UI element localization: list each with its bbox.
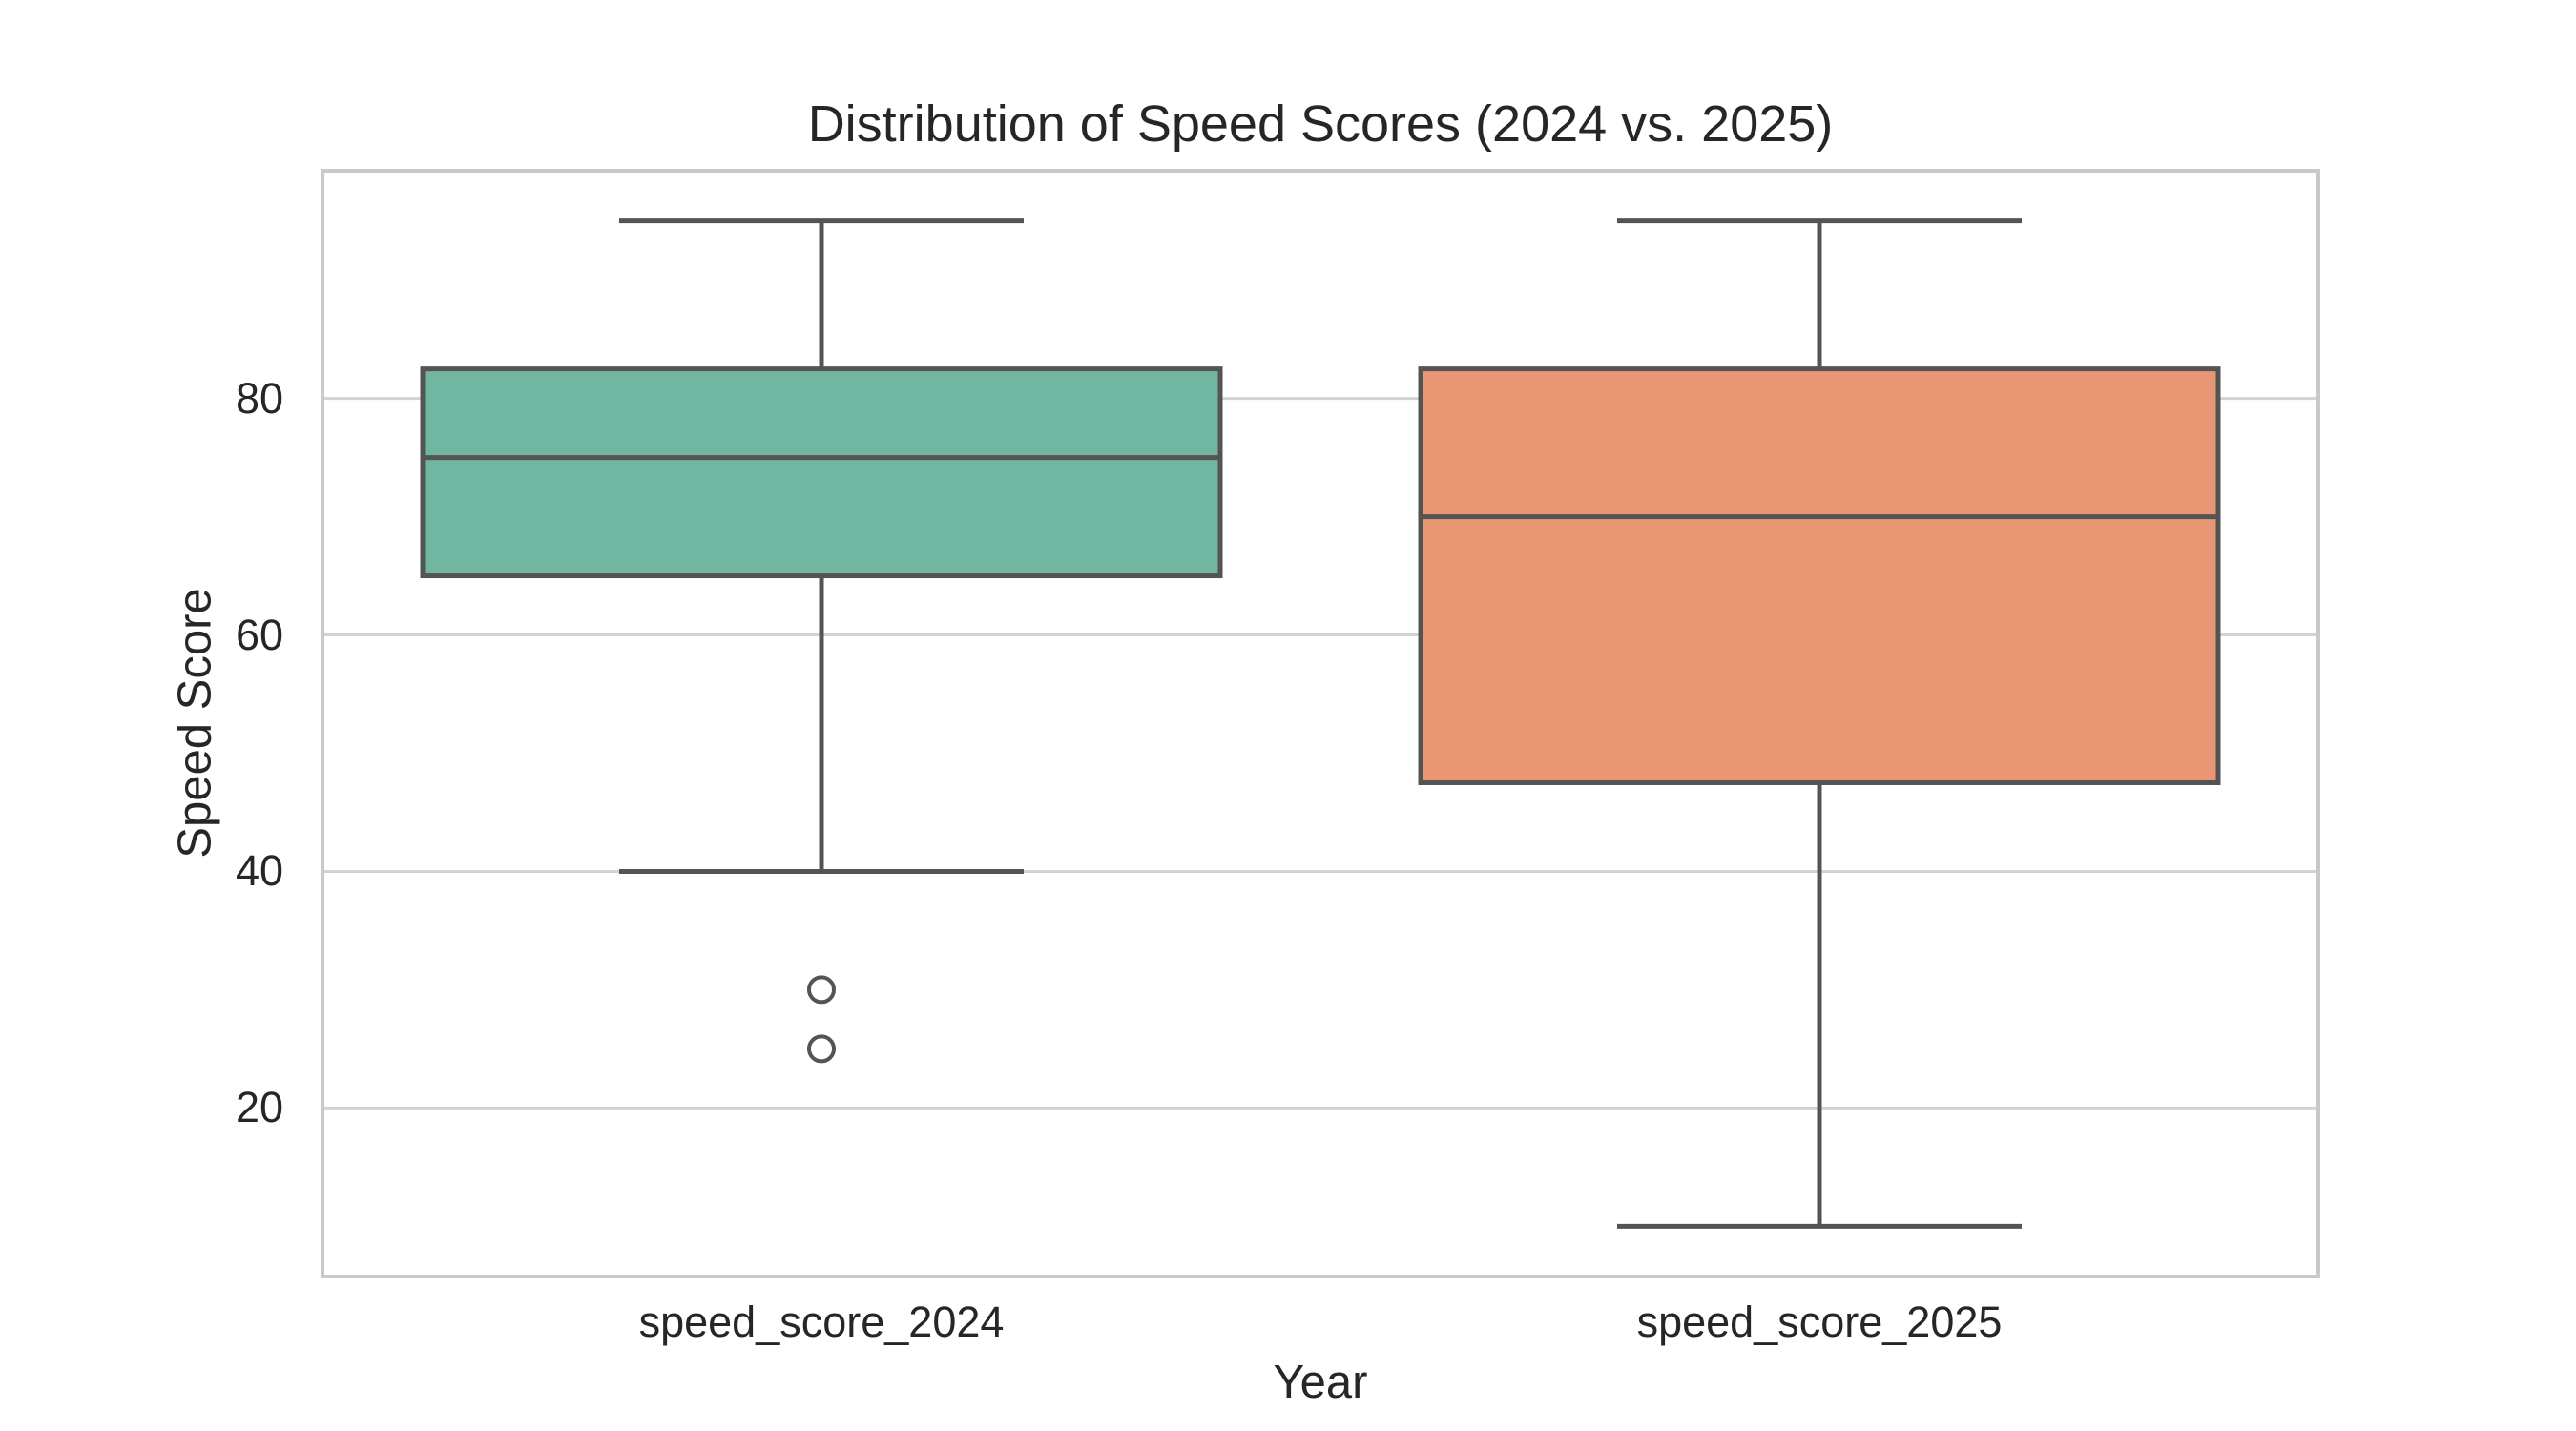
plot-border <box>321 169 2320 1278</box>
outlier-point-speed-score-2024 <box>807 1034 836 1064</box>
box-speed-score-2024 <box>420 366 1223 579</box>
y-tick-label-40: 40 <box>235 846 283 896</box>
x-axis-label: Year <box>1273 1357 1368 1408</box>
outlier-point-speed-score-2024 <box>807 975 836 1005</box>
y-tick-label-60: 60 <box>235 610 283 659</box>
y-tick-label-80: 80 <box>235 373 283 423</box>
x-tick-label-speed_score_2025: speed_score_2025 <box>1636 1297 2003 1346</box>
chart-title: Distribution of Speed Scores (2024 vs. 2… <box>807 95 1834 153</box>
y-tick-label-20: 20 <box>235 1083 283 1132</box>
x-tick-label-speed_score_2024: speed_score_2024 <box>638 1297 1005 1346</box>
box-speed-score-2025 <box>1418 366 2221 785</box>
